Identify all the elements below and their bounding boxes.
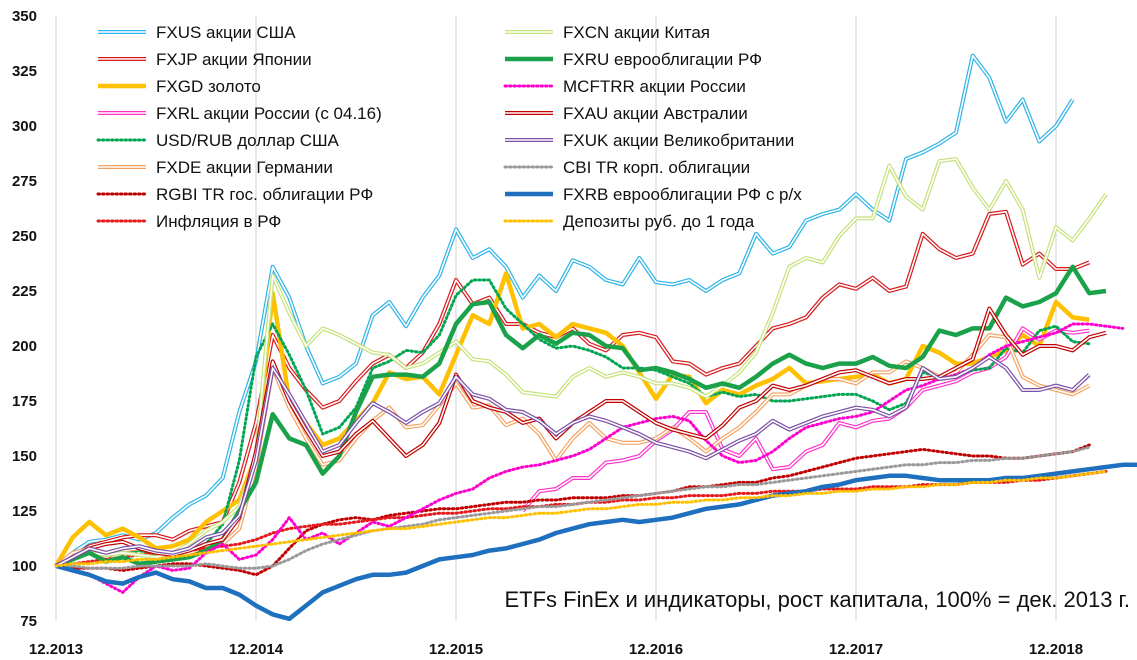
series-fxrb-line (55, 462, 1137, 622)
series-rgbi-stroke (54, 443, 1091, 577)
y-tick-label: 75 (20, 613, 37, 630)
y-tick-label: 125 (12, 503, 37, 520)
legend-item: RGBI TR гос. облигации РФ (96, 185, 373, 204)
legend-item: FXGD золото (98, 77, 261, 96)
series-fxrl-line (521, 326, 1090, 513)
legend-label: MCFTRR акции России (563, 77, 746, 96)
series-cbi-line (54, 445, 1091, 570)
legend-label: USD/RUB доллар США (156, 131, 340, 150)
series--stroke (54, 469, 1108, 568)
legend-label: FXDE акции Германии (156, 158, 333, 177)
y-tick-label: 175 (12, 393, 37, 410)
series--line (54, 469, 1108, 568)
legend-item: FXRL акции России (с 04.16) (98, 104, 382, 123)
series-fxus-line (54, 53, 1075, 568)
series-fxde-line (54, 333, 1091, 568)
series-fxrb-stroke (55, 462, 1137, 622)
y-axis: 75 100 125 150 175 200 225 250 275 300 325 350 (12, 8, 37, 630)
legend-label: FXRL акции России (с 04.16) (156, 104, 382, 123)
x-tick-label: 12.2017 (829, 641, 883, 658)
legend-item: Инфляция в РФ (96, 212, 281, 231)
legend-label: FXCN акции Китая (563, 23, 710, 42)
series-fxrl-stroke (522, 327, 1090, 512)
series-fxau-stroke (55, 307, 1107, 567)
legend-label: FXRU еврооблигации РФ (563, 50, 762, 69)
legend-item: Депозиты руб. до 1 года (503, 212, 755, 231)
y-tick-label: 350 (12, 8, 37, 25)
legend-item: FXUS акции США (98, 23, 296, 42)
legend-item: FXRB еврооблигации РФ с р/х (505, 185, 802, 204)
legend-item: FXRU еврооблигации РФ (505, 50, 762, 69)
y-tick-label: 300 (12, 118, 37, 135)
legend-item: USD/RUB доллар США (96, 131, 340, 150)
y-tick-label: 325 (12, 63, 37, 80)
legend-item: CBI TR корп. облигации (503, 158, 750, 177)
legend-label: Депозиты руб. до 1 года (563, 212, 755, 231)
y-tick-label: 250 (12, 228, 37, 245)
legend-label: CBI TR корп. облигации (563, 158, 750, 177)
x-tick-label: 12.2013 (29, 641, 83, 658)
legend-item: FXCN акции Китая (505, 23, 710, 42)
series-fxuk-stroke (55, 356, 1090, 567)
legend-label: RGBI TR гос. облигации РФ (156, 185, 373, 204)
legend-label: FXGD золото (156, 77, 261, 96)
series-fxcn-line (55, 157, 1108, 568)
series-rgbi-line (54, 443, 1091, 577)
y-tick-label: 150 (12, 448, 37, 465)
x-tick-label: 12.2014 (229, 641, 284, 658)
x-axis: 12.2013 12.2014 12.2015 12.2016 12.2017 12.20… (29, 641, 1083, 658)
series-fxuk-line (55, 355, 1091, 568)
legend-label: FXUK акции Великобритании (563, 131, 794, 150)
legend-item: FXUK акции Великобритании (505, 131, 794, 150)
series-fxde-stroke (55, 334, 1090, 567)
plot-lines (54, 53, 1137, 622)
legend-label: FXAU акции Австралии (563, 104, 748, 123)
legend-item: FXJP акции Японии (98, 50, 312, 69)
x-tick-label: 12.2016 (629, 641, 683, 658)
legend-label: FXUS акции США (156, 23, 296, 42)
series-fxcn-stroke (55, 158, 1107, 567)
legend: FXUS акции США FXJP акции Японии FXGD золо… (96, 23, 802, 231)
x-tick-label: 12.2015 (429, 641, 483, 658)
legend-item: FXDE акции Германии (98, 158, 333, 177)
y-tick-label: 100 (12, 558, 37, 575)
series-cbi-stroke (54, 445, 1091, 570)
legend-item: MCFTRR акции России (503, 77, 746, 96)
series-fxau-line (55, 306, 1107, 568)
y-tick-label: 275 (12, 173, 37, 190)
legend-label: FXJP акции Японии (156, 50, 312, 69)
legend-item: FXAU акции Австралии (505, 104, 748, 123)
x-tick-label: 12.2018 (1029, 641, 1083, 658)
y-tick-label: 225 (12, 283, 37, 300)
gridlines (55, 16, 1057, 621)
series-fxus-stroke (55, 54, 1074, 567)
y-tick-label: 200 (12, 338, 37, 355)
legend-label: FXRB еврооблигации РФ с р/х (563, 185, 802, 204)
chart-caption: ETFs FinEx и индикаторы, рост капитала, … (504, 587, 1130, 612)
legend-label: Инфляция в РФ (156, 212, 281, 231)
